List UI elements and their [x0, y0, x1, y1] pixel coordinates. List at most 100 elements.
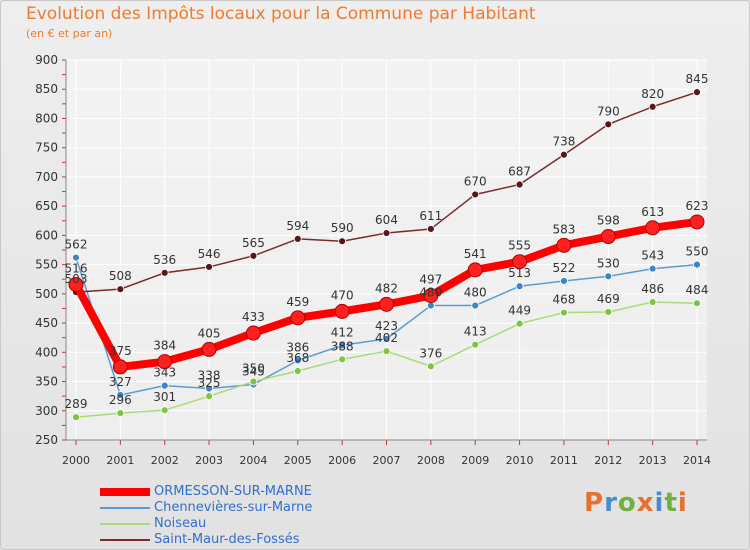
data-point [648, 298, 657, 306]
y-tick-label: 600 [35, 228, 58, 242]
data-point [693, 260, 701, 269]
y-tick-label: 350 [35, 375, 58, 389]
data-label: 611 [419, 209, 442, 223]
data-label: 402 [375, 331, 398, 345]
data-label: 384 [153, 339, 176, 353]
y-tick-label: 750 [35, 141, 58, 155]
data-point [382, 229, 391, 237]
logo-letter: o [617, 488, 637, 518]
legend-swatch [100, 523, 150, 525]
data-label: 820 [641, 87, 664, 101]
data-label: 623 [686, 199, 709, 213]
y-tick-label: 700 [35, 170, 58, 184]
data-point [556, 237, 572, 253]
proxiti-logo: Proxiti [584, 488, 688, 518]
data-point [249, 377, 258, 386]
data-point [560, 308, 568, 317]
data-point [116, 391, 125, 399]
data-label: 327 [109, 375, 132, 389]
axes: 250 300 350 400 450 500 550 600 650 700 750 800 850 9… [35, 53, 711, 467]
x-tick-label: 2003 [195, 454, 223, 467]
x-tick-label: 2013 [639, 454, 667, 467]
data-point [604, 308, 613, 316]
data-label: 516 [65, 261, 88, 275]
data-point [116, 285, 125, 294]
data-label: 325 [198, 376, 221, 390]
data-label: 375 [109, 344, 132, 358]
data-label: 590 [331, 221, 354, 235]
data-point [423, 288, 439, 304]
data-point [515, 282, 524, 291]
data-point [689, 214, 705, 230]
data-point [645, 220, 661, 236]
data-label: 296 [109, 393, 132, 407]
data-point [560, 277, 568, 285]
data-point [205, 392, 213, 401]
data-point [426, 362, 435, 371]
series-lines [68, 88, 705, 422]
data-label: 413 [464, 325, 487, 339]
x-tick-label: 2008 [417, 454, 445, 467]
data-label: 386 [286, 340, 309, 354]
y-tick-label: 500 [35, 287, 58, 301]
data-labels: 516 375 384 405 433 459 470 482 497 541 555 583 598 6… [65, 72, 709, 411]
data-point [157, 354, 173, 370]
x-tick-label: 2009 [461, 454, 489, 467]
data-label: 530 [597, 256, 620, 270]
data-point [293, 367, 302, 375]
data-label: 845 [686, 72, 709, 86]
data-point [560, 150, 568, 159]
data-point [648, 264, 657, 273]
data-point [600, 229, 616, 245]
data-point [293, 356, 302, 365]
data-point [205, 384, 213, 393]
y-tick-label: 550 [35, 258, 58, 272]
data-point [293, 234, 302, 243]
data-point [604, 272, 613, 281]
logo-letter: x [636, 488, 655, 518]
line-chart: 250 300 350 400 450 500 550 600 650 700 750 800 850 9… [35, 53, 711, 467]
y-tick-label: 650 [35, 199, 58, 213]
data-point [290, 310, 306, 326]
data-label: 468 [552, 293, 575, 307]
data-point [245, 325, 261, 341]
y-tick-label: 900 [35, 53, 58, 67]
data-point [338, 341, 347, 350]
data-point [471, 301, 480, 310]
x-tick-label: 2000 [62, 454, 90, 467]
data-point [693, 299, 701, 308]
data-point [116, 409, 125, 418]
logo-letter: P [584, 488, 605, 518]
data-label: 343 [153, 366, 176, 380]
chart-title: Evolution des Impôts locaux pour la Comm… [26, 4, 536, 24]
data-label: 555 [508, 239, 531, 253]
data-point [512, 254, 528, 270]
data-label: 482 [375, 281, 398, 295]
data-label: 562 [65, 238, 88, 252]
x-tick-label: 2011 [550, 454, 578, 467]
data-label: 738 [552, 135, 575, 149]
data-point [160, 406, 169, 415]
legend-label: Noiseau [154, 516, 207, 531]
legend-swatch [100, 488, 150, 496]
data-label: 543 [641, 249, 664, 263]
data-label: 480 [419, 286, 442, 300]
data-point [205, 263, 213, 271]
x-tick-label: 2010 [506, 454, 534, 467]
data-point [604, 120, 613, 129]
data-label: 289 [65, 397, 88, 411]
data-point [338, 355, 347, 364]
data-label: 583 [552, 222, 575, 236]
logo-letter: t [664, 488, 678, 518]
data-label: 670 [464, 174, 487, 188]
data-label: 345 [242, 364, 265, 378]
data-label: 594 [286, 219, 309, 233]
data-label: 449 [508, 304, 531, 318]
data-label: 522 [552, 261, 575, 275]
x-tick-label: 2007 [373, 454, 401, 467]
data-label: 350 [242, 362, 265, 376]
data-point [112, 359, 128, 375]
data-label: 469 [597, 292, 620, 306]
data-point [471, 190, 480, 199]
data-label: 541 [464, 247, 487, 261]
